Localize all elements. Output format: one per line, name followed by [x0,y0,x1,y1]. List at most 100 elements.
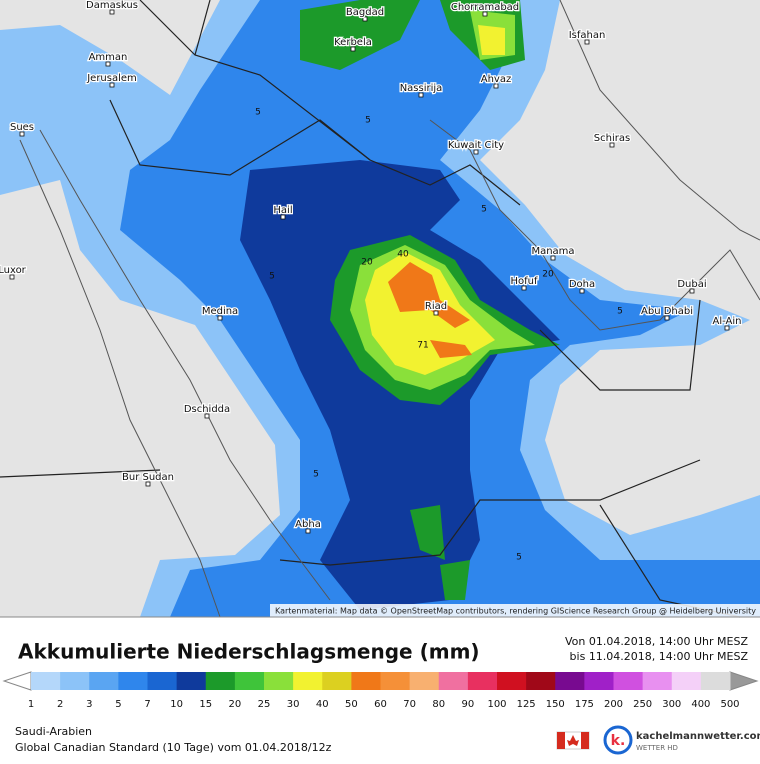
city-marker [362,16,368,22]
city-marker [109,9,115,15]
title: Akkumulierte Niederschlagsmenge (mm) [18,640,480,664]
flag-band [581,732,589,749]
legend-label: 2 [57,699,63,710]
legend-swatch [351,672,381,690]
city-marker [217,315,223,321]
coast [559,0,760,241]
cities: Damaskus Bagdad Chorramabad Isfahan Kerbela A… [0,0,743,534]
city-label: Riad [425,301,447,312]
canada-flag [556,731,590,750]
city-marker [145,481,151,487]
city-label: Ahvaz [481,74,511,85]
legend-swatch [264,672,294,690]
city-label: Kerbela [334,37,372,48]
city-marker [724,325,730,331]
city-marker [418,92,424,98]
brand-logo-letter: k. [611,733,626,749]
precip-50 [388,262,472,358]
legend-label: 1 [28,699,34,710]
city-label: Bur Sudan [122,472,174,483]
city-label: Luxor [0,265,27,276]
contour-label: 5 [269,272,275,282]
contour-label: 71 [417,341,428,351]
coast [19,139,221,618]
contour-label: 5 [516,553,522,563]
attribution: Kartenmaterial: Map data © OpenStreetMap… [275,607,756,616]
city-label: Schiras [594,133,630,144]
brand: kachelmannwetter.com [636,731,760,742]
border [109,99,371,176]
legend-label: 125 [517,699,536,710]
contour-label: 40 [397,250,409,260]
legend-swatch [118,672,148,690]
legend-label: 20 [229,699,242,710]
city-label: Medina [202,306,238,317]
legend-swatch [234,672,265,690]
contour-label: 20 [361,258,373,268]
legend-swatch [700,672,731,690]
city-marker [579,288,585,294]
city-label: Doha [569,279,595,290]
legend-arrow-high [729,671,759,691]
legend-label: 150 [546,699,565,710]
coast [429,119,760,331]
date-from: Von 01.04.2018, 14:00 Uhr MESZ [565,635,749,648]
legend-label: 300 [662,699,681,710]
city-marker [584,39,590,45]
city-marker [689,288,695,294]
city-label: Sues [10,122,34,133]
city-marker [350,46,356,52]
legend-swatch [147,672,178,690]
city-label: Chorramabad [451,2,519,13]
city-label: Manama [531,246,574,257]
contour-label: 20 [542,270,554,280]
border [194,0,211,56]
city-marker [105,61,111,67]
legend-swatch [322,672,352,690]
attribution-background [270,604,760,617]
city-label: Damaskus [86,0,138,11]
legend-label: 500 [720,699,739,710]
city-marker [609,142,615,148]
city-label: Isfahan [569,30,606,41]
legend-swatch [31,672,61,690]
legend-label: 10 [170,699,183,710]
brand-logo [603,725,633,755]
city-label: Amman [89,52,128,63]
legend-swatch [176,672,207,690]
city-label: Hail [273,205,292,216]
border [539,299,701,391]
legend-label: 30 [287,699,300,710]
city-marker [280,214,286,220]
legend-label: 25 [258,699,271,710]
legend-swatch [497,672,527,690]
city-label: Kuwait City [448,140,504,151]
legend-swatch [438,672,469,690]
city-marker [109,82,115,88]
legend-label: 100 [487,699,506,710]
border [0,469,161,478]
city-marker [204,413,210,419]
legend-swatch [205,672,236,690]
legend-swatch [526,672,556,690]
contour-labels: 5 5 5 5 20 40 71 20 5 5 5 [255,108,623,563]
legend-label: 250 [633,699,652,710]
city-label: Dschidda [184,404,230,415]
legend-swatch [671,672,702,690]
region: Saudi-Arabien [15,725,92,738]
coastlines [19,0,760,618]
legend-swatch [467,672,498,690]
city-marker [664,315,670,321]
flag-band [557,732,565,749]
legend-label: 60 [374,699,387,710]
city-marker [305,528,311,534]
city-marker [493,83,499,89]
city-marker [473,149,479,155]
legend-label: 70 [403,699,416,710]
model: Global Canadian Standard (10 Tage) vom 0… [15,741,332,754]
city-label: Al-Ain [713,316,742,327]
contour-label: 5 [313,470,319,480]
city-marker [521,285,527,291]
legend-label: 400 [691,699,710,710]
